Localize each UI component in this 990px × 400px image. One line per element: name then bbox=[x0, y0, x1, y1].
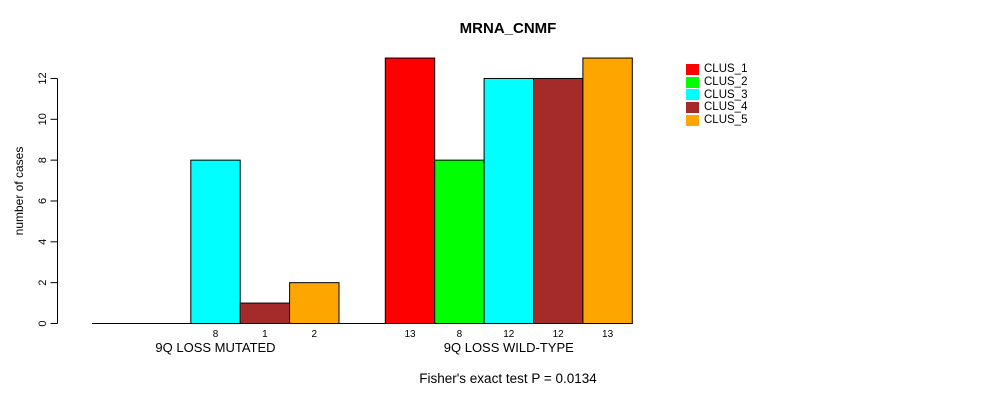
legend-item-clus_1: CLUS_1 bbox=[686, 63, 747, 76]
bar-clus_4-group1 bbox=[239, 302, 291, 324]
bar-clus_1-group2 bbox=[384, 57, 436, 324]
chart-title: MRNA_CNMF bbox=[459, 20, 557, 37]
y-tick-label: 8 bbox=[37, 157, 49, 163]
legend-swatch bbox=[686, 102, 699, 114]
legend-label: CLUS_5 bbox=[704, 114, 748, 127]
bar-value-label: 12 bbox=[553, 329, 565, 340]
legend-label: CLUS_4 bbox=[704, 101, 748, 114]
bar-clus_4-group2 bbox=[533, 77, 584, 324]
group-label: 9Q LOSS WILD-TYPE bbox=[444, 340, 574, 355]
bar-value-label: 13 bbox=[602, 329, 614, 340]
y-tick-label: 6 bbox=[37, 198, 49, 204]
y-tick-label: 12 bbox=[37, 72, 49, 84]
bar-clus_5-group2 bbox=[582, 57, 633, 324]
legend-item-clus_3: CLUS_3 bbox=[686, 89, 747, 102]
y-tick-label: 4 bbox=[37, 239, 49, 245]
legend-swatch bbox=[686, 89, 699, 101]
bar-value-label: 8 bbox=[213, 329, 219, 340]
legend-item-clus_2: CLUS_2 bbox=[686, 76, 747, 89]
legend-swatch bbox=[686, 115, 699, 127]
legend-item-clus_4: CLUS_4 bbox=[686, 101, 747, 114]
bar-value-label: 13 bbox=[404, 329, 416, 340]
legend-item-clus_5: CLUS_5 bbox=[686, 114, 747, 127]
legend-label: CLUS_1 bbox=[704, 63, 748, 75]
bar-clus_3-group1 bbox=[190, 159, 241, 324]
legend-label: CLUS_2 bbox=[704, 75, 748, 88]
bar-value-label: 12 bbox=[503, 329, 515, 340]
bar-clus_5-group1 bbox=[289, 282, 340, 325]
fisher-test-note: Fisher's exact test P = 0.0134 bbox=[419, 371, 597, 386]
group-label: 9Q LOSS MUTATED bbox=[155, 340, 275, 355]
bar-value-label: 2 bbox=[312, 329, 318, 340]
legend: CLUS_1 CLUS_2 CLUS_3 CLUS_4 CLUS_5 bbox=[686, 63, 747, 127]
legend-swatch bbox=[686, 76, 699, 88]
bar-value-label: 1 bbox=[262, 329, 268, 340]
legend-swatch bbox=[686, 63, 699, 75]
bar-clus_3-group2 bbox=[483, 77, 535, 324]
bar-clus_2-group2 bbox=[434, 159, 485, 324]
y-tick-label: 10 bbox=[37, 113, 49, 125]
y-tick-label: 2 bbox=[37, 280, 49, 286]
bar-value-label: 8 bbox=[457, 329, 463, 340]
legend-label: CLUS_3 bbox=[704, 88, 748, 101]
y-tick-label: 0 bbox=[37, 320, 49, 326]
